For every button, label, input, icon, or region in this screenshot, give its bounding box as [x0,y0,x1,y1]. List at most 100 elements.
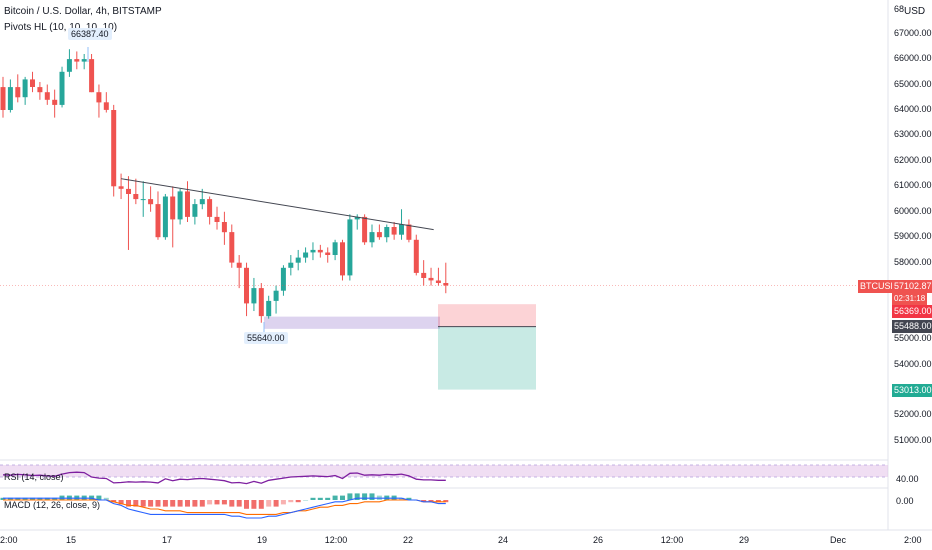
macd-histogram-bar [354,493,360,500]
price-label: 61000.00 [894,180,932,191]
candle-body [413,239,419,273]
macd-histogram-bar [30,497,35,500]
candle-body [332,242,338,255]
candle-body [258,288,264,317]
macd-histogram-bar [443,500,449,503]
price-label: 51000.00 [894,434,932,445]
macd-histogram-bar [258,500,264,509]
candle-body [185,191,190,217]
candle-body [399,224,404,235]
price-label: 59000.00 [894,231,932,242]
symbol-title[interactable]: Bitcoin / U.S. Dollar, 4h, BITSTAMP [4,6,162,17]
candle-body [214,216,220,222]
candle-body [30,79,35,87]
candle-body [354,216,360,220]
rsi-band [0,465,888,477]
macd-histogram-bar [347,493,353,500]
macd-histogram-bar [251,500,257,509]
candle-body [221,222,227,233]
macd-histogram-bar [273,500,279,507]
time-label: 19 [256,535,268,545]
candle-body [421,272,427,278]
candle-body [347,219,353,276]
indicator-label[interactable]: Pivots HL (10, 10, 10, 10) [4,22,118,33]
candle-body [391,227,397,235]
macd-histogram-bar [7,497,13,500]
target-price-tag: 53013.00 [892,384,932,397]
candle-body [7,87,13,110]
candle-body [0,87,6,110]
time-label: 22 [402,535,414,545]
macd-histogram-bar [155,500,161,507]
rsi-label[interactable]: RSI (14, close) [4,472,64,482]
macd-histogram-bar [317,497,323,500]
macd-histogram-bar [22,497,28,500]
pivot-high-label: 66387.40 [68,28,112,40]
rsi-line [2,471,446,485]
price-label: 55000.00 [894,333,932,343]
price-label: 62000.00 [894,154,932,165]
candle-body [37,87,43,93]
trendline [120,178,434,231]
candle-body [310,249,316,253]
time-label: 12:00 [324,535,348,545]
time-label: Dec [829,535,847,545]
time-label: 2:00 [0,535,18,545]
countdown-tag: 02:31:18 [892,292,928,305]
macd-histogram-bar [288,500,294,503]
time-label: 12:00 [660,535,684,545]
price-label: 67000.00 [894,27,932,38]
time-label: 2:00 [904,535,922,545]
macd-histogram-bar [421,500,427,503]
time-label: 24 [497,535,509,545]
macd-histogram-bar [332,495,338,500]
price-label: 60000.00 [894,205,932,216]
candle-body [103,102,109,110]
macd-histogram-bar [177,500,183,507]
price-label: 68 [894,4,905,14]
macd-histogram-bar [207,500,213,505]
candle-body [266,300,272,317]
macd-histogram-bar [428,500,434,503]
macd-histogram-bar [133,500,139,507]
candle-body [362,216,368,243]
price-label: 64000.00 [894,104,932,114]
price-label: 66000.00 [894,53,932,64]
macd-axis-label: 0.00 [896,496,914,506]
macd-histogram-bar [406,497,412,500]
candle-body [384,227,390,238]
macd-histogram-bar [214,500,220,505]
macd-histogram-bar [44,497,50,500]
macd-histogram-bar [96,495,102,500]
macd-histogram-bar [192,500,198,507]
candle-body [317,249,323,253]
candle-body [236,262,242,268]
candle-body [369,232,375,243]
price-label: 54000.00 [894,358,932,369]
macd-histogram-bar [362,493,368,500]
candle-body [89,59,95,93]
currency-button[interactable]: USD [904,6,926,17]
macd-histogram-bar [236,500,242,507]
candle-body [280,267,286,291]
macd-label[interactable]: MACD (12, 26, close, 9) [4,500,101,510]
macd-histogram-bar [340,495,345,500]
candle-body [126,188,131,194]
macd-histogram-bar [118,500,124,505]
macd-histogram-bar [199,500,205,507]
macd-signal-line [3,499,446,515]
macd-histogram-bar [325,497,331,500]
candle-body [435,280,441,283]
time-label: 17 [161,535,173,545]
candle-body [207,199,213,217]
candle-body [111,110,117,187]
pivot-low-label: 55640.00 [244,332,288,344]
candle-body [96,92,102,103]
candle-body [229,232,235,263]
candle-body [148,199,154,205]
macd-histogram-bar [369,493,375,500]
candle-body [273,290,279,301]
candle-body [66,59,72,72]
